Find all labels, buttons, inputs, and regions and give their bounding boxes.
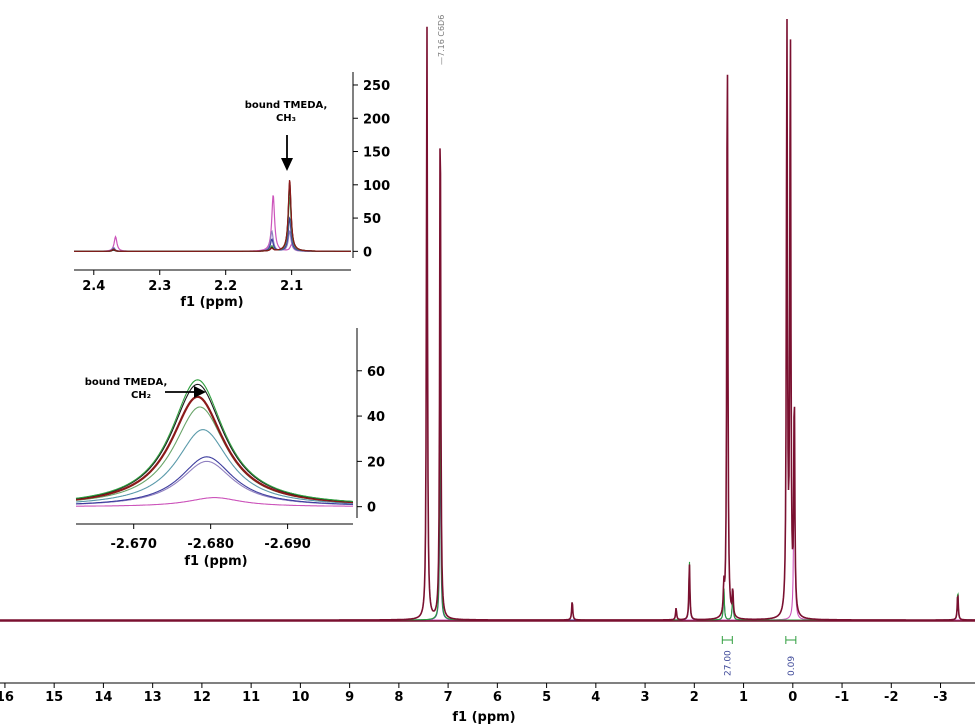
inset-bottom-arrow [165, 386, 206, 398]
main-x-tick-label: 6 [493, 690, 502, 705]
main-x-tick-label: 2 [690, 690, 699, 705]
inset-top-y-tick-label: 0 [363, 245, 372, 260]
main-x-tick-label: -3 [933, 690, 947, 705]
main-x-tick-label: 0 [788, 690, 797, 705]
inset-bottom-y-tick-label: 60 [367, 365, 385, 380]
inset-bottom-y-tick-label: 40 [367, 410, 385, 425]
solvent-peak-label: —7.16 C6D6 [437, 15, 446, 65]
main-x-tick-label: 11 [242, 690, 260, 705]
inset-top-x-tick-label: 2.2 [214, 279, 237, 294]
inset-top: 2.4 2.3 2.2 2.1 0 50 100 150 200 250 f1 (ppm) bou… [70, 70, 390, 310]
inset-bottom-x-axis-label: f1 (ppm) [184, 554, 247, 569]
main-spectrum-series [0, 18, 975, 621]
main-x-tick-label: 7 [444, 690, 453, 705]
inset-top-arrow [281, 135, 293, 171]
inset-top-annotation-line2: CH₃ [276, 113, 296, 124]
inset-bottom-series [76, 395, 353, 504]
inset-top-y-tick-label: 150 [363, 146, 390, 161]
inset-bottom-series [76, 497, 353, 507]
inset-bottom-y-tick-label: 0 [367, 501, 376, 516]
main-x-tick-label: 9 [345, 690, 354, 705]
inset-bottom-background [70, 325, 360, 570]
inset-bottom-series [76, 429, 354, 504]
inset-top-annotation-line1: bound TMEDA, [245, 100, 328, 111]
main-x-tick-label: 15 [45, 690, 63, 705]
inset-top-background [70, 70, 360, 270]
main-x-axis: 16 15 14 13 12 11 10 9 8 7 6 5 4 3 2 1 0 -1 -2 -3 [0, 682, 975, 705]
main-x-tick-label: -2 [884, 690, 898, 705]
main-x-tick-label: 13 [144, 690, 162, 705]
main-x-tick-label: -1 [835, 690, 849, 705]
inset-bottom-x-tick-label: -2.690 [264, 537, 311, 552]
main-x-tick-label: 5 [542, 690, 551, 705]
inset-top-x-tick-label: 2.1 [280, 279, 303, 294]
inset-bottom-y-tick-label: 20 [367, 455, 385, 470]
inset-top-axes: 2.4 2.3 2.2 2.1 0 50 100 150 200 250 [74, 72, 390, 294]
inset-top-y-tick-label: 100 [363, 179, 390, 194]
inset-bottom-series [76, 456, 354, 505]
main-x-tick-label: 8 [394, 690, 403, 705]
inset-bottom-annotation-line2: CH₂ [131, 390, 151, 401]
inset-top-y-tick-label: 200 [363, 112, 390, 127]
integral-value: 0.09 [787, 656, 797, 676]
inset-bottom-curves [75, 379, 354, 507]
inset-top-y-tick-label: 250 [363, 79, 390, 94]
integral-region: 27.00 0.09 [721, 636, 797, 676]
main-x-tick-label: 12 [193, 690, 211, 705]
inset-top-curves [74, 180, 351, 252]
inset-top-x-tick-label: 2.4 [82, 279, 105, 294]
main-x-axis-label: f1 (ppm) [452, 710, 515, 725]
inset-top-series [74, 180, 351, 252]
inset-top-x-tick-label: 2.3 [148, 279, 171, 294]
main-x-tick-label: 3 [641, 690, 650, 705]
main-x-tick-label: 16 [0, 690, 14, 705]
inset-bottom-x-tick-label: -2.680 [187, 537, 234, 552]
inset-bottom-series [75, 379, 353, 502]
inset-bottom-x-tick-label: -2.670 [110, 537, 157, 552]
inset-bottom-axes: -2.670 -2.680 -2.690 0 20 40 60 [76, 328, 385, 552]
main-x-tick-label: 14 [94, 690, 112, 705]
inset-bottom-annotation-line1: bound TMEDA, [85, 377, 168, 388]
inset-top-y-tick-label: 50 [363, 212, 381, 227]
main-x-tick-label: 10 [291, 690, 309, 705]
main-x-tick-label: 4 [591, 690, 600, 705]
main-spectrum [0, 18, 975, 622]
inset-top-x-axis-label: f1 (ppm) [180, 295, 243, 310]
integral-value: 27.00 [723, 650, 733, 676]
main-x-tick-label: 1 [739, 690, 748, 705]
inset-bottom: -2.670 -2.680 -2.690 0 20 40 60 f1 (ppm) bound… [70, 325, 385, 570]
